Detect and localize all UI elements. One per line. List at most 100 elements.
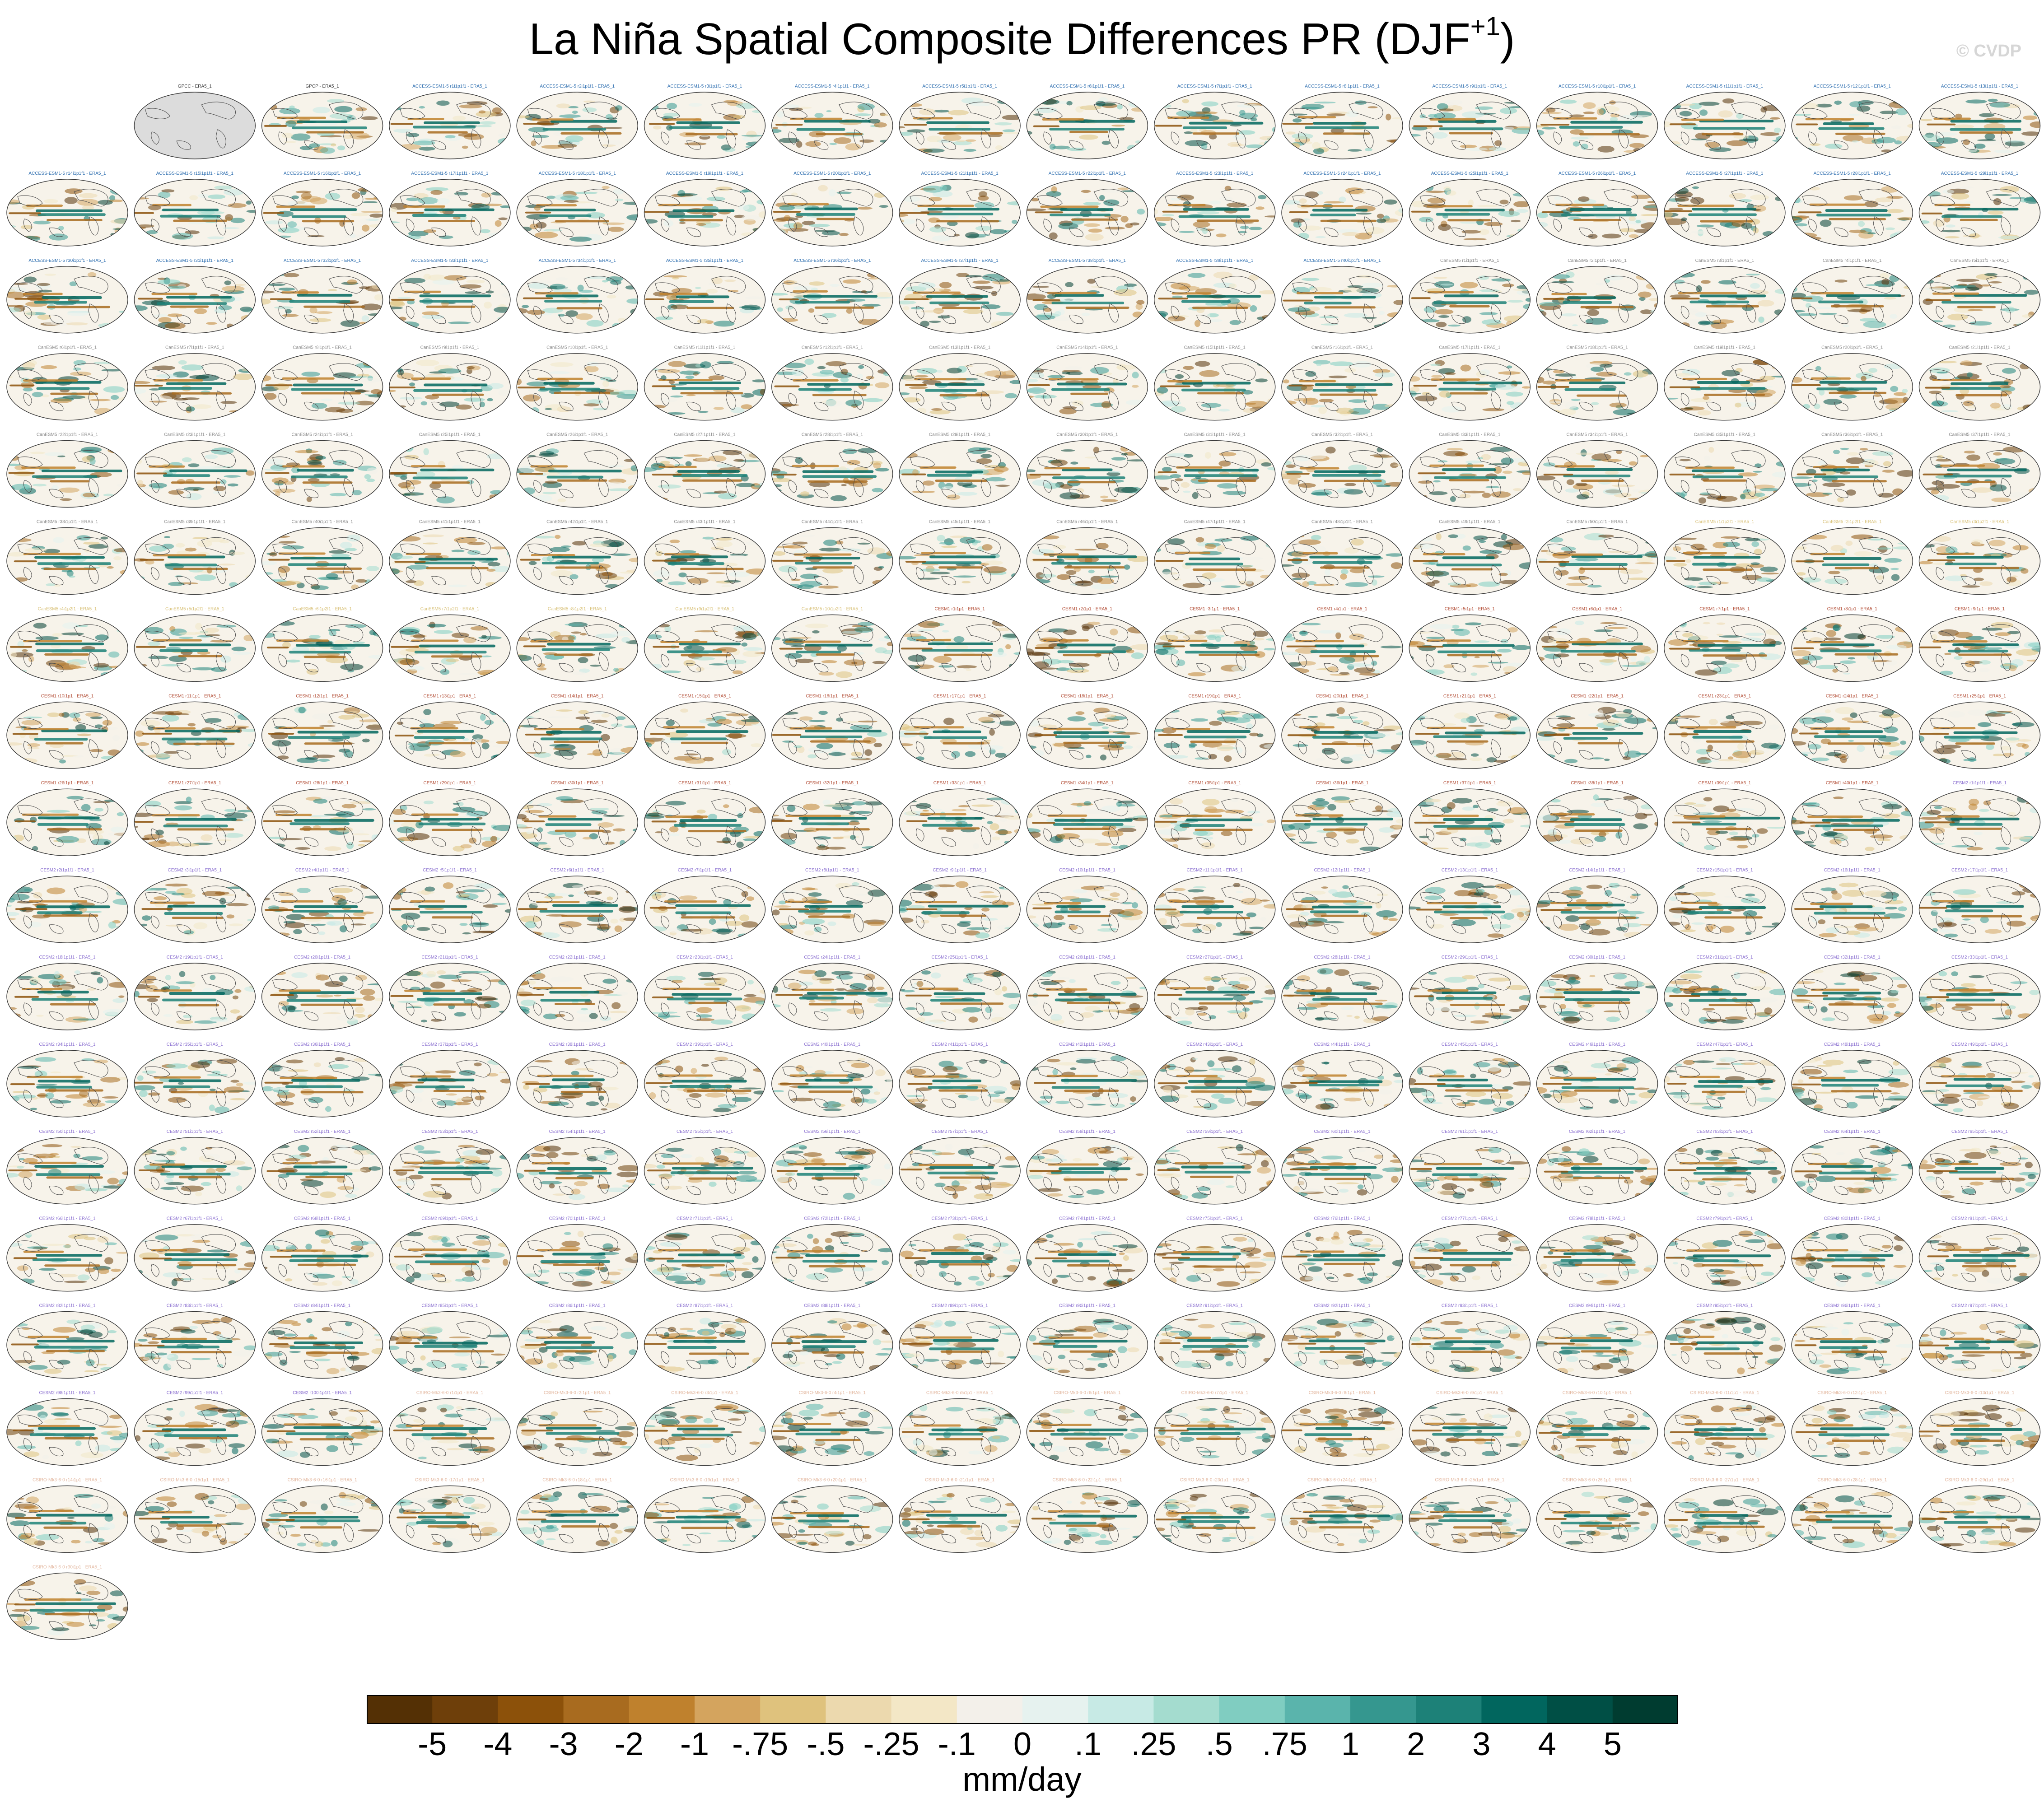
anomaly-blob	[1569, 114, 1585, 117]
anomaly-blob	[419, 146, 435, 151]
anomaly-blob	[1792, 318, 1801, 322]
anomaly-band	[1927, 123, 1956, 126]
anomaly-blob	[350, 213, 369, 217]
anomaly-blob	[1796, 572, 1806, 576]
anomaly-band	[138, 298, 163, 300]
anomaly-blob	[453, 216, 461, 220]
anomaly-blob	[1494, 140, 1502, 146]
anomaly-blob	[1178, 231, 1195, 233]
anomaly-blob	[1014, 541, 1021, 546]
anomaly-blob	[1194, 630, 1206, 635]
anomaly-blob	[340, 663, 364, 671]
anomaly-blob	[1757, 300, 1774, 307]
anomaly-blob	[329, 493, 347, 497]
coastline	[980, 391, 991, 410]
anomaly-band	[37, 213, 106, 216]
anomaly-blob	[430, 190, 443, 195]
anomaly-band	[812, 566, 855, 569]
anomaly-blob	[1374, 324, 1396, 329]
anomaly-blob	[7, 225, 16, 228]
anomaly-blob	[789, 637, 812, 639]
anomaly-blob	[714, 537, 733, 541]
anomaly-blob	[167, 286, 186, 289]
anomaly-blob	[918, 282, 936, 289]
anomaly-blob	[164, 536, 171, 538]
anomaly-band	[548, 470, 622, 473]
anomaly-blob	[326, 573, 339, 579]
anomaly-blob	[670, 395, 683, 398]
coastline	[328, 189, 364, 207]
coastline	[1603, 189, 1638, 207]
anomaly-blob	[706, 572, 726, 574]
coastline	[1547, 369, 1573, 381]
anomaly-blob	[602, 280, 608, 283]
anomaly-blob	[1195, 361, 1210, 367]
anomaly-blob	[532, 135, 550, 138]
anomaly-band	[541, 562, 599, 564]
anomaly-blob	[1513, 289, 1530, 291]
anomaly-blob	[1419, 217, 1433, 223]
anomaly-blob	[1461, 230, 1481, 234]
coastline	[1680, 219, 1689, 232]
anomaly-blob	[309, 318, 331, 322]
anomaly-blob	[722, 584, 738, 587]
anomaly-blob	[1482, 493, 1491, 498]
anomaly-band	[9, 212, 42, 214]
panel-title: ACCESS-ESM1-5 r37i1p1f1 - ERA5_1	[921, 258, 999, 263]
anomaly-blob	[611, 553, 631, 556]
anomaly-blob	[1572, 324, 1578, 326]
anomaly-blob	[1348, 408, 1371, 415]
anomaly-blob	[625, 409, 631, 416]
anomaly-blob	[222, 227, 240, 229]
anomaly-blob	[899, 671, 914, 676]
anomaly-blob	[1124, 564, 1130, 570]
coastline	[1426, 306, 1434, 319]
anomaly-band	[289, 300, 350, 303]
anomaly-band	[546, 294, 599, 298]
anomaly-band	[411, 377, 451, 380]
anomaly-blob	[1748, 290, 1769, 295]
panel-title: CanESM5 r36i1p1f1 - ERA5_1	[1821, 433, 1883, 438]
anomaly-blob	[1753, 359, 1775, 365]
panel-title: ACCESS-ESM1-5 r15i1p1f1 - ERA5_1	[156, 171, 234, 176]
anomaly-blob	[906, 129, 925, 133]
anomaly-blob	[1344, 313, 1367, 318]
map-outline	[261, 353, 383, 421]
anomaly-blob	[283, 141, 297, 143]
coastline	[201, 363, 236, 381]
anomaly-band	[1182, 126, 1227, 129]
anomaly-blob	[922, 480, 935, 486]
coastline	[583, 363, 618, 381]
anomaly-blob	[423, 229, 437, 233]
anomaly-blob	[1884, 558, 1902, 563]
anomaly-blob	[487, 562, 500, 567]
anomaly-blob	[1774, 288, 1785, 294]
anomaly-blob	[1409, 148, 1420, 151]
anomaly-blob	[1229, 320, 1241, 325]
anomaly-blob	[261, 545, 266, 552]
anomaly-band	[1834, 567, 1879, 569]
panel-title: CanESM5 r50i1p1f1 - ERA5_1	[1567, 520, 1629, 525]
anomaly-blob	[393, 129, 413, 133]
anomaly-blob	[571, 631, 582, 634]
coastline	[1603, 363, 1638, 381]
anomaly-blob	[630, 496, 637, 498]
coastline	[1093, 276, 1129, 294]
anomaly-blob	[1969, 321, 1992, 326]
anomaly-blob	[1448, 534, 1458, 538]
anomaly-blob	[773, 551, 786, 556]
anomaly-band	[407, 118, 444, 120]
anomaly-band	[796, 213, 855, 216]
coastline	[201, 276, 236, 294]
anomaly-blob	[7, 409, 12, 412]
anomaly-band	[1185, 651, 1258, 654]
anomaly-blob	[1431, 375, 1442, 378]
map-panel: ACCESS-ESM1-5 r27i1p1f1 - ERA5_1	[1664, 171, 1786, 247]
anomaly-band	[1438, 120, 1497, 123]
coastline	[916, 393, 924, 406]
map-panel: CanESM5 r3i1p2f1 - ERA5_1	[1918, 520, 2041, 595]
anomaly-blob	[1928, 391, 1942, 394]
map-outline	[516, 353, 638, 421]
map-panel: CESM1 r1i1p1 - ERA5_1	[899, 606, 1021, 682]
map-outline	[516, 266, 638, 334]
